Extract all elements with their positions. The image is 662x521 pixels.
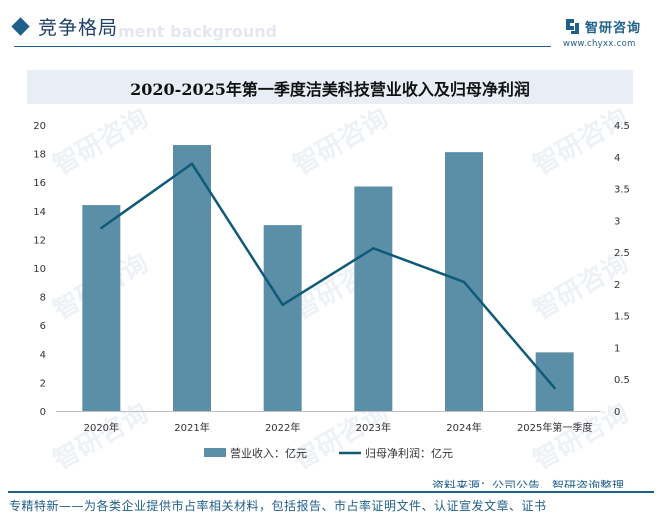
chart-axes: 0 2 4 6 8 10 12 14 16 18 20 0 0.5 1 1.5 2 2.5 3 3.5 4 4.5 202… [33,121,630,434]
revenue-bar [354,186,393,411]
y-left-tick-label: 6 [40,321,46,332]
logo-text: 智研咨询 [585,21,642,36]
y-left-tick-label: 16 [33,178,46,189]
watermark-text: 智研咨询 [48,102,154,181]
section-title: 竞争格局 [38,17,119,39]
y-left-tick-label: 0 [40,407,46,418]
profit-line [100,162,556,390]
profit-point [372,247,375,250]
y-right-tick-label: 0.5 [614,375,630,386]
header-divider [14,46,551,47]
footer: 专精特新——为各类企业提供市占率相关材料，包括报告、市占率证明文件、认证宣发文章… [0,488,662,521]
watermark-layer: 智研咨询智研咨询智研咨询智研咨询智研咨询智研咨询智研咨询智研咨询智研咨询 [48,102,634,476]
profit-point [553,386,556,390]
y-left-tick-label: 18 [33,150,46,161]
x-tick-label: 2020年 [84,421,119,434]
chart-title-band: 2020-2025年第一季度洁美科技营业收入及归母净利润 [27,70,633,104]
y-left-tick-label: 20 [33,121,46,132]
x-tick-label: 2021年 [174,421,209,434]
x-tick-label: 2024年 [446,421,481,434]
y-left-tick-label: 8 [40,293,46,304]
profit-line-path [100,162,556,389]
legend-swatch-revenue [204,448,226,457]
y-right-tick-label: 2.5 [614,248,630,259]
header: ment background 竞争格局 智研咨询 www.chyxx.com [0,0,662,52]
y-right-tick-label: 4 [614,153,620,164]
revenue-bar [535,352,574,411]
y-right-tick-label: 3 [614,216,620,227]
profit-point [462,280,466,284]
logo-icon [566,19,579,34]
revenue-bar [82,205,121,411]
y-right-tick-label: 2 [614,280,620,291]
y-right-tick-label: 4.5 [614,121,630,132]
footer-text: 专精特新——为各类企业提供市占率相关材料，包括报告、市占率证明文件、认证宣发文章… [9,499,547,513]
profit-point [281,303,284,307]
x-tick-label: 2025年第一季度 [517,421,592,434]
revenue-bar [173,145,211,411]
x-tick-label: 2023年 [356,421,391,434]
header-ghost-text: ment background [118,22,278,41]
y-left-tick-label: 2 [40,378,46,389]
chart-title: 2020-2025年第一季度洁美科技营业收入及归母净利润 [130,80,530,99]
legend-label-profit: 归母净利润：亿元 [365,446,453,460]
profit-point [100,226,103,230]
y-left-tick-label: 4 [40,350,46,361]
y-left-tick-label: 10 [33,264,46,275]
legend-label-revenue: 营业收入：亿元 [230,446,307,460]
y-right-tick-label: 1 [614,343,620,354]
y-left-tick-label: 14 [33,207,46,218]
footer-divider [8,491,654,493]
y-right-tick-label: 3.5 [614,185,630,196]
x-tick-label: 2022年 [265,421,300,434]
revenue-bar [263,225,302,411]
chart-legend: 营业收入：亿元 归母净利润：亿元 [204,446,453,460]
y-left-tick-label: 12 [33,235,46,246]
watermark-text: 智研咨询 [528,102,634,181]
profit-point [190,162,194,165]
brand-logo: 智研咨询 www.chyxx.com [561,17,661,51]
y-right-tick-label: 0 [614,407,620,418]
y-right-tick-label: 1.5 [614,312,630,323]
logo-url: www.chyxx.com [563,39,636,49]
watermark-text: 智研咨询 [288,102,394,181]
